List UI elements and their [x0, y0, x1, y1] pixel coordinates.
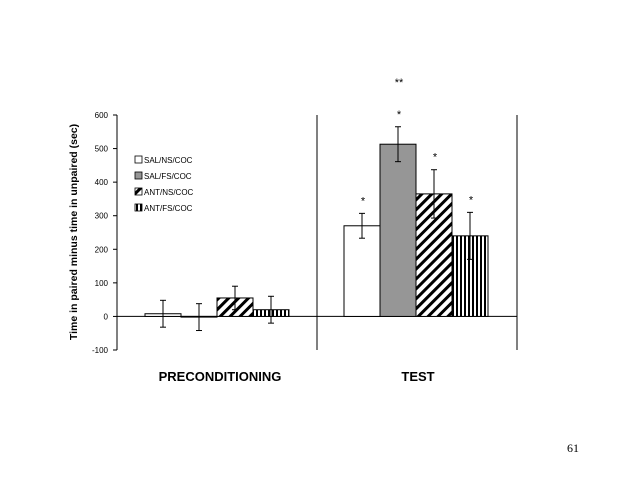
error-bars — [160, 126, 473, 332]
y-tick-label: 400 — [95, 178, 109, 187]
y-tick-label: 300 — [95, 212, 109, 221]
x-category-label: TEST — [401, 369, 434, 384]
significance-marker: * — [469, 194, 474, 206]
legend-swatch — [134, 203, 143, 212]
x-category-label: PRECONDITIONING — [159, 369, 282, 384]
legend-swatch — [134, 155, 143, 164]
significance-marker: * — [361, 195, 366, 207]
legend-swatch — [134, 187, 143, 196]
significance-marker: * — [433, 152, 438, 164]
y-tick-label: -100 — [92, 346, 109, 355]
legend-label: ANT/FS/COC — [144, 204, 193, 213]
legend-label: ANT/NS/COC — [144, 188, 194, 197]
page-number: 61 — [567, 441, 579, 455]
y-axis-label: Time in paired minus time in unpaired (s… — [68, 124, 80, 340]
legend-label: SAL/FS/COC — [144, 172, 192, 181]
significance-marker: * — [397, 109, 402, 121]
legend-label: SAL/NS/COC — [144, 156, 193, 165]
labels: -100 0 100 200 300 400 500 600 Time in paired mi… — [68, 77, 474, 384]
significance-marker: ** — [395, 77, 404, 89]
y-tick-label: 200 — [95, 245, 109, 254]
y-tick-label: 600 — [95, 111, 109, 120]
legend-swatch — [134, 171, 143, 180]
y-tick-label: 0 — [104, 312, 109, 321]
y-tick-label: 100 — [95, 279, 109, 288]
bar — [343, 225, 381, 317]
y-tick-label: 500 — [95, 145, 109, 154]
legend: SAL/NS/COC SAL/FS/COC ANT/NS/COC ANT/FS/COC — [134, 155, 194, 213]
bar — [379, 143, 417, 317]
